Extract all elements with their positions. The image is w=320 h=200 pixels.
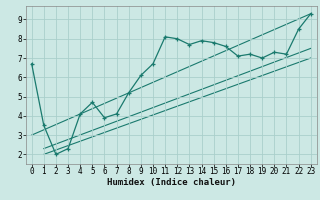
X-axis label: Humidex (Indice chaleur): Humidex (Indice chaleur)	[107, 178, 236, 187]
